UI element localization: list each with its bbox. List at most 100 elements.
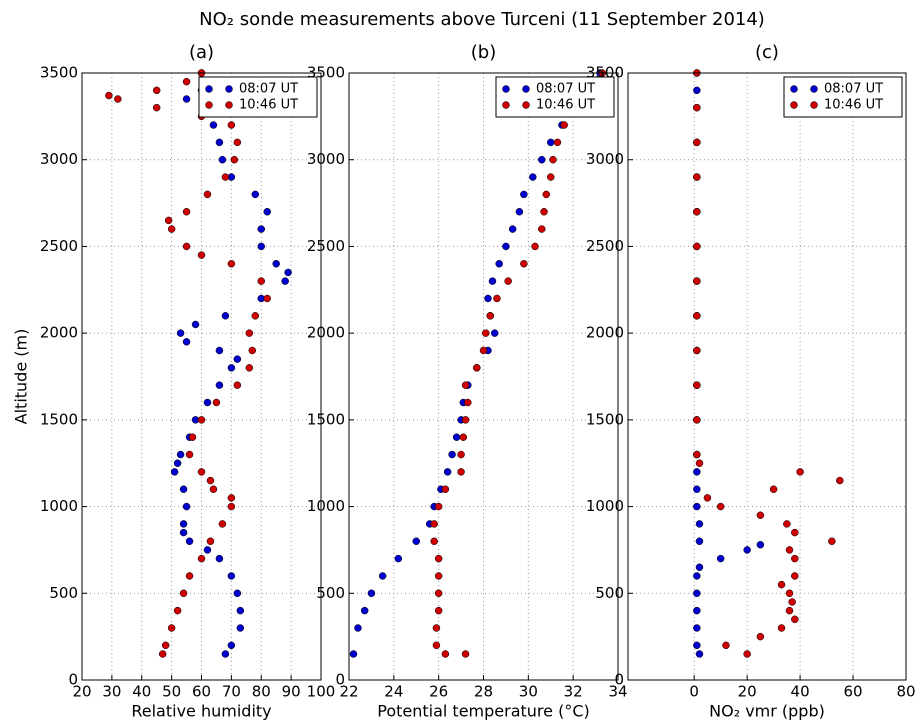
data-point: [245, 364, 254, 372]
data-point: [693, 641, 701, 650]
panel-title: (b): [471, 42, 496, 63]
data-point: [791, 572, 799, 580]
data-point: [693, 450, 701, 459]
data-point: [693, 468, 701, 476]
data-point: [197, 468, 206, 476]
data-point: [479, 346, 488, 355]
x-tick-label: 34: [608, 683, 627, 701]
data-point: [161, 641, 170, 650]
data-point: [791, 615, 799, 624]
y-tick-label: 500: [49, 584, 78, 602]
data-point: [457, 450, 465, 459]
data-point: [257, 225, 265, 233]
x-tick-label: 22: [339, 683, 358, 701]
data-point: [221, 312, 230, 320]
data-point: [481, 329, 490, 337]
data-point: [158, 650, 167, 658]
legend-box: [783, 76, 903, 118]
x-tick-label: 100: [307, 683, 336, 701]
data-point: [695, 563, 704, 572]
data-point: [176, 450, 185, 459]
data-point: [173, 606, 182, 615]
data-point: [484, 294, 492, 303]
y-tick-label: 2000: [40, 324, 78, 342]
y-tick-label: 3500: [307, 64, 345, 82]
data-point: [251, 190, 260, 199]
x-tick-label: 60: [844, 683, 863, 701]
x-tick-label: 0: [689, 683, 699, 701]
plot-frame: [348, 72, 619, 681]
data-point: [452, 433, 461, 441]
legend-marker: [502, 85, 510, 93]
data-point: [185, 537, 194, 546]
legend-marker: [205, 101, 213, 109]
data-point: [538, 155, 546, 164]
data-point: [227, 572, 236, 580]
data-point: [176, 329, 185, 337]
data-point: [434, 589, 443, 598]
data-point: [464, 398, 472, 407]
data-point: [203, 546, 212, 554]
data-point: [693, 381, 701, 389]
data-point: [221, 173, 230, 181]
data-point: [206, 476, 215, 485]
y-tick-label: 2000: [307, 324, 345, 342]
data-point: [233, 355, 242, 363]
data-point: [495, 260, 503, 268]
data-point: [263, 294, 271, 303]
data-point: [693, 502, 701, 511]
data-point: [515, 207, 524, 216]
data-point: [461, 381, 470, 389]
data-point: [693, 624, 701, 632]
x-tick-label: 70: [222, 683, 241, 701]
data-point: [473, 364, 481, 372]
data-point: [504, 277, 512, 285]
data-point: [785, 606, 794, 615]
data-point: [693, 138, 701, 147]
data-point: [716, 554, 725, 563]
data-point: [215, 381, 224, 389]
y-tick-label: 3000: [40, 150, 78, 168]
x-tick-label: 50: [162, 683, 181, 701]
data-point: [152, 86, 161, 95]
data-point: [828, 537, 836, 546]
y-tick-label: 3500: [40, 64, 78, 82]
data-point: [360, 606, 369, 615]
data-point: [486, 312, 494, 320]
data-point: [743, 650, 751, 658]
x-tick-label: 32: [564, 683, 583, 701]
data-point: [227, 502, 236, 511]
legend-marker: [225, 85, 233, 93]
x-tick-label: 30: [519, 683, 538, 701]
data-point: [502, 242, 510, 251]
data-point: [540, 207, 548, 216]
data-point: [693, 207, 701, 216]
data-point: [836, 476, 844, 485]
data-point: [281, 277, 289, 285]
data-point: [434, 502, 443, 511]
x-tick-label: 20: [72, 683, 91, 701]
figure-title: NO₂ sonde measurements above Turceni (11…: [199, 9, 765, 30]
x-tick-label: 80: [896, 683, 915, 701]
y-tick-label: 1500: [307, 410, 345, 428]
y-tick-label: 0: [335, 671, 345, 689]
data-point: [412, 537, 420, 546]
data-point: [215, 346, 224, 355]
data-point: [443, 468, 452, 476]
data-point: [233, 138, 242, 147]
y-axis-label: Altitude (m): [12, 329, 31, 425]
legend-marker: [502, 101, 510, 109]
data-point: [245, 329, 254, 337]
data-point: [233, 589, 242, 598]
data-point: [448, 450, 456, 459]
data-point: [367, 589, 376, 598]
x-tick-label: 90: [282, 683, 301, 701]
data-point: [547, 173, 555, 181]
data-point: [378, 572, 387, 580]
data-point: [693, 572, 701, 580]
x-tick-label: 80: [252, 683, 271, 701]
y-tick-label: 1500: [40, 410, 78, 428]
legend-marker: [522, 101, 530, 109]
data-point: [459, 433, 468, 441]
